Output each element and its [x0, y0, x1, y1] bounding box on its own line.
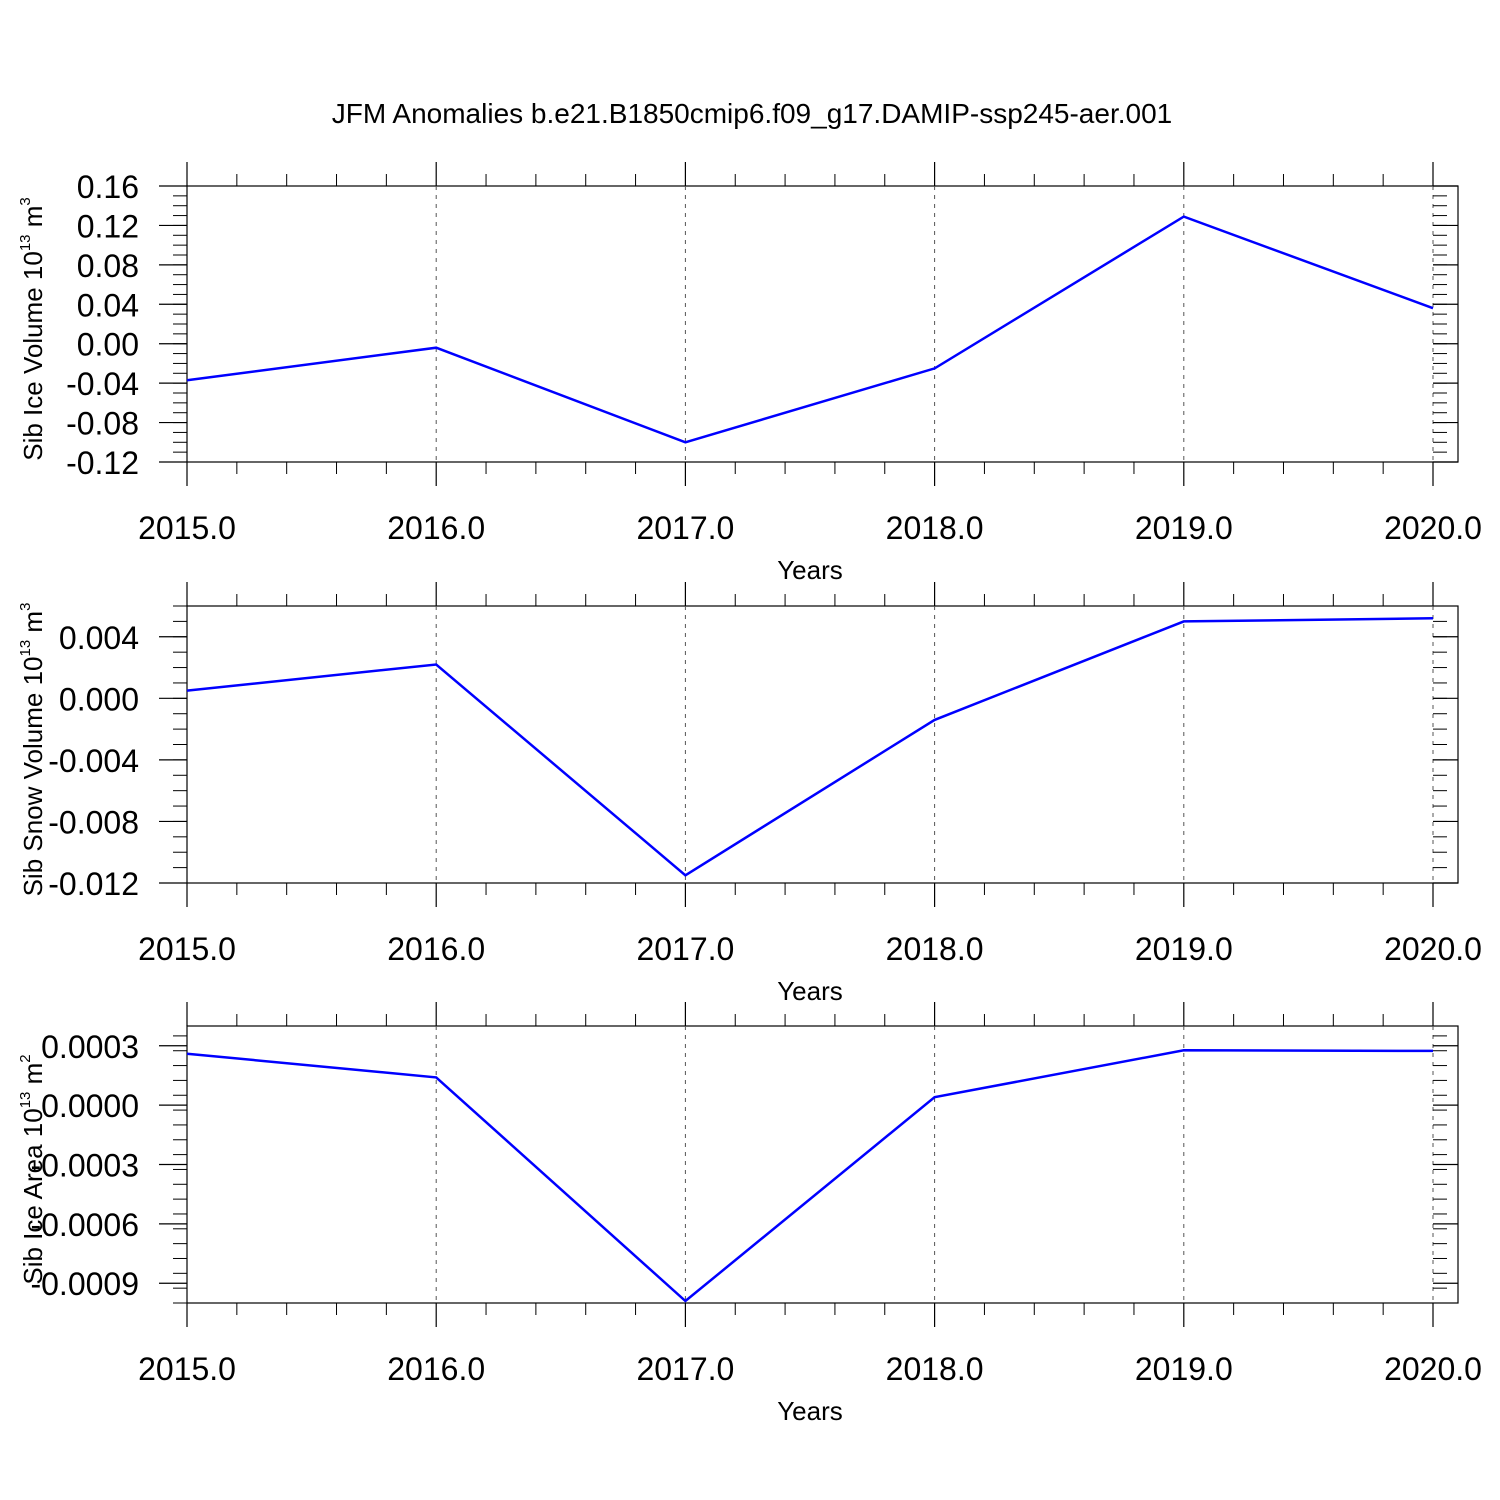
y-tick-label: -0.0003 [30, 1148, 139, 1184]
y-axis-label-unit: m [18, 206, 48, 235]
x-tick-label: 2017.0 [636, 931, 734, 967]
y-tick-label: -0.0006 [30, 1207, 139, 1243]
x-tick-label: 2017.0 [636, 510, 734, 546]
y-axis-label-text: Sib Ice Area 10 [18, 1108, 48, 1284]
x-tick-label: 2018.0 [886, 510, 984, 546]
y-tick-label: 0.000 [59, 681, 139, 717]
y-axis-label-unit: m [18, 611, 48, 640]
y-axis-label-unit: m [18, 1063, 48, 1092]
x-tick-label: 2016.0 [387, 931, 485, 967]
y-axis-label: Sib Ice Area 1013 m2 [17, 1054, 48, 1284]
x-axis-label: Years [777, 1396, 843, 1426]
x-tick-label: 2020.0 [1384, 1351, 1482, 1387]
figure-title: JFM Anomalies b.e21.B1850cmip6.f09_g17.D… [332, 98, 1172, 129]
y-tick-label: -0.12 [66, 445, 139, 481]
x-tick-label: 2017.0 [636, 1351, 734, 1387]
x-tick-label: 2020.0 [1384, 510, 1482, 546]
y-tick-label: 0.0003 [41, 1029, 139, 1065]
y-tick-label: -0.0009 [30, 1266, 139, 1302]
plot-frame [186, 185, 1459, 463]
y-axis-label-text: Sib Snow Volume 10 [18, 656, 48, 896]
y-tick-label: -0.04 [66, 366, 139, 402]
y-tick-label: 0.00 [77, 327, 139, 363]
x-axis-label: Years [777, 976, 843, 1006]
x-tick-label: 2018.0 [886, 931, 984, 967]
y-tick-label: -0.012 [48, 866, 139, 902]
y-axis-label-exponent: 13 [17, 640, 34, 657]
x-axis-label: Years [777, 555, 843, 585]
y-axis-label-text: Sib Ice Volume 10 [18, 251, 48, 461]
panel-1: 2015.0 2016.0 2017.0 2018.0 2019.0 2020.0 -0.1… [17, 162, 1482, 585]
x-tick-label: 2018.0 [886, 1351, 984, 1387]
panels: 2015.0 2016.0 2017.0 2018.0 2019.0 2020.0 -0.1… [17, 162, 1482, 1426]
y-tick-label: 0.08 [77, 248, 139, 284]
x-tick-label: 2016.0 [387, 1351, 485, 1387]
series-line [186, 215, 1434, 444]
y-tick-label: 0.0000 [41, 1088, 139, 1124]
x-tick-label: 2015.0 [138, 1351, 236, 1387]
y-axis-label-unit-exponent: 3 [17, 197, 34, 205]
y-tick-label: -0.008 [48, 804, 139, 840]
y-axis-label: Sib Ice Volume 1013 m3 [17, 197, 48, 461]
y-axis-label-exponent: 13 [17, 234, 34, 251]
y-axis-label: Sib Snow Volume 1013 m3 [17, 603, 48, 897]
series-line [186, 1049, 1434, 1303]
x-tick-label: 2020.0 [1384, 931, 1482, 967]
x-tick-label: 2015.0 [138, 510, 236, 546]
y-tick-label: 0.004 [59, 620, 139, 656]
y-tick-label: 0.16 [77, 169, 139, 205]
panel-3: 2015.0 2016.0 2017.0 2018.0 2019.0 2020.0 -0.0… [17, 1002, 1482, 1426]
y-axis-label-unit-exponent: 2 [17, 1054, 34, 1062]
x-tick-label: 2019.0 [1135, 510, 1233, 546]
y-tick-label: -0.004 [48, 743, 139, 779]
series-line [186, 617, 1434, 877]
y-tick-label: -0.08 [66, 406, 139, 442]
panel-2: 2015.0 2016.0 2017.0 2018.0 2019.0 2020.0 -0.0… [17, 582, 1482, 1006]
y-tick-label: 0.12 [77, 208, 139, 244]
x-tick-label: 2019.0 [1135, 931, 1233, 967]
y-axis-label-unit-exponent: 3 [17, 603, 34, 611]
y-axis-label-exponent: 13 [17, 1092, 34, 1109]
x-tick-label: 2015.0 [138, 931, 236, 967]
x-tick-label: 2019.0 [1135, 1351, 1233, 1387]
plot-frame [186, 1025, 1459, 1304]
y-tick-label: 0.04 [77, 287, 139, 323]
plot-frame [186, 605, 1459, 884]
x-tick-label: 2016.0 [387, 510, 485, 546]
